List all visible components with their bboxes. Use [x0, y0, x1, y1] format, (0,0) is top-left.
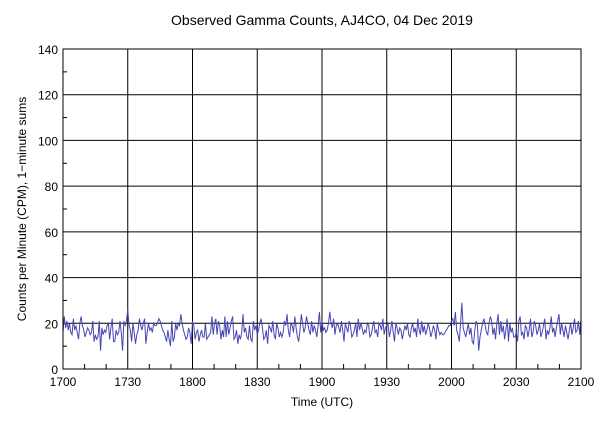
y-tick-label: 40 [45, 272, 59, 286]
series [62, 302, 582, 351]
series-line [62, 302, 582, 351]
y-tick-label: 20 [45, 317, 59, 331]
x-tick-label: 1900 [309, 375, 336, 389]
x-tick-label: 1700 [50, 375, 77, 389]
x-tick-label: 1730 [114, 375, 141, 389]
x-tick-label: 1830 [244, 375, 271, 389]
x-tick-label: 1800 [179, 375, 206, 389]
axis-ticks [63, 71, 560, 369]
y-tick-label: 60 [45, 226, 59, 240]
x-tick-label: 2100 [568, 375, 595, 389]
x-tick-label: 2030 [503, 375, 530, 389]
y-tick-label: 0 [51, 363, 58, 377]
y-axis-label: Counts per Minute (CPM), 1−minute sums [15, 97, 29, 321]
tick-labels: 0 20 40 60 80 100 120 140 1700 1730 1800 1830 1900 19… [38, 43, 595, 389]
chart-title: Observed Gamma Counts, AJ4CO, 04 Dec 201… [171, 12, 473, 28]
y-tick-label: 100 [38, 134, 58, 148]
x-tick-label: 1930 [373, 375, 400, 389]
y-tick-label: 80 [45, 180, 59, 194]
plot-frame [62, 48, 582, 370]
x-tick-label: 2000 [438, 375, 465, 389]
y-tick-label: 140 [38, 43, 58, 57]
x-axis-label: Time (UTC) [291, 395, 353, 409]
grid [63, 49, 581, 369]
y-tick-label: 120 [38, 89, 58, 103]
